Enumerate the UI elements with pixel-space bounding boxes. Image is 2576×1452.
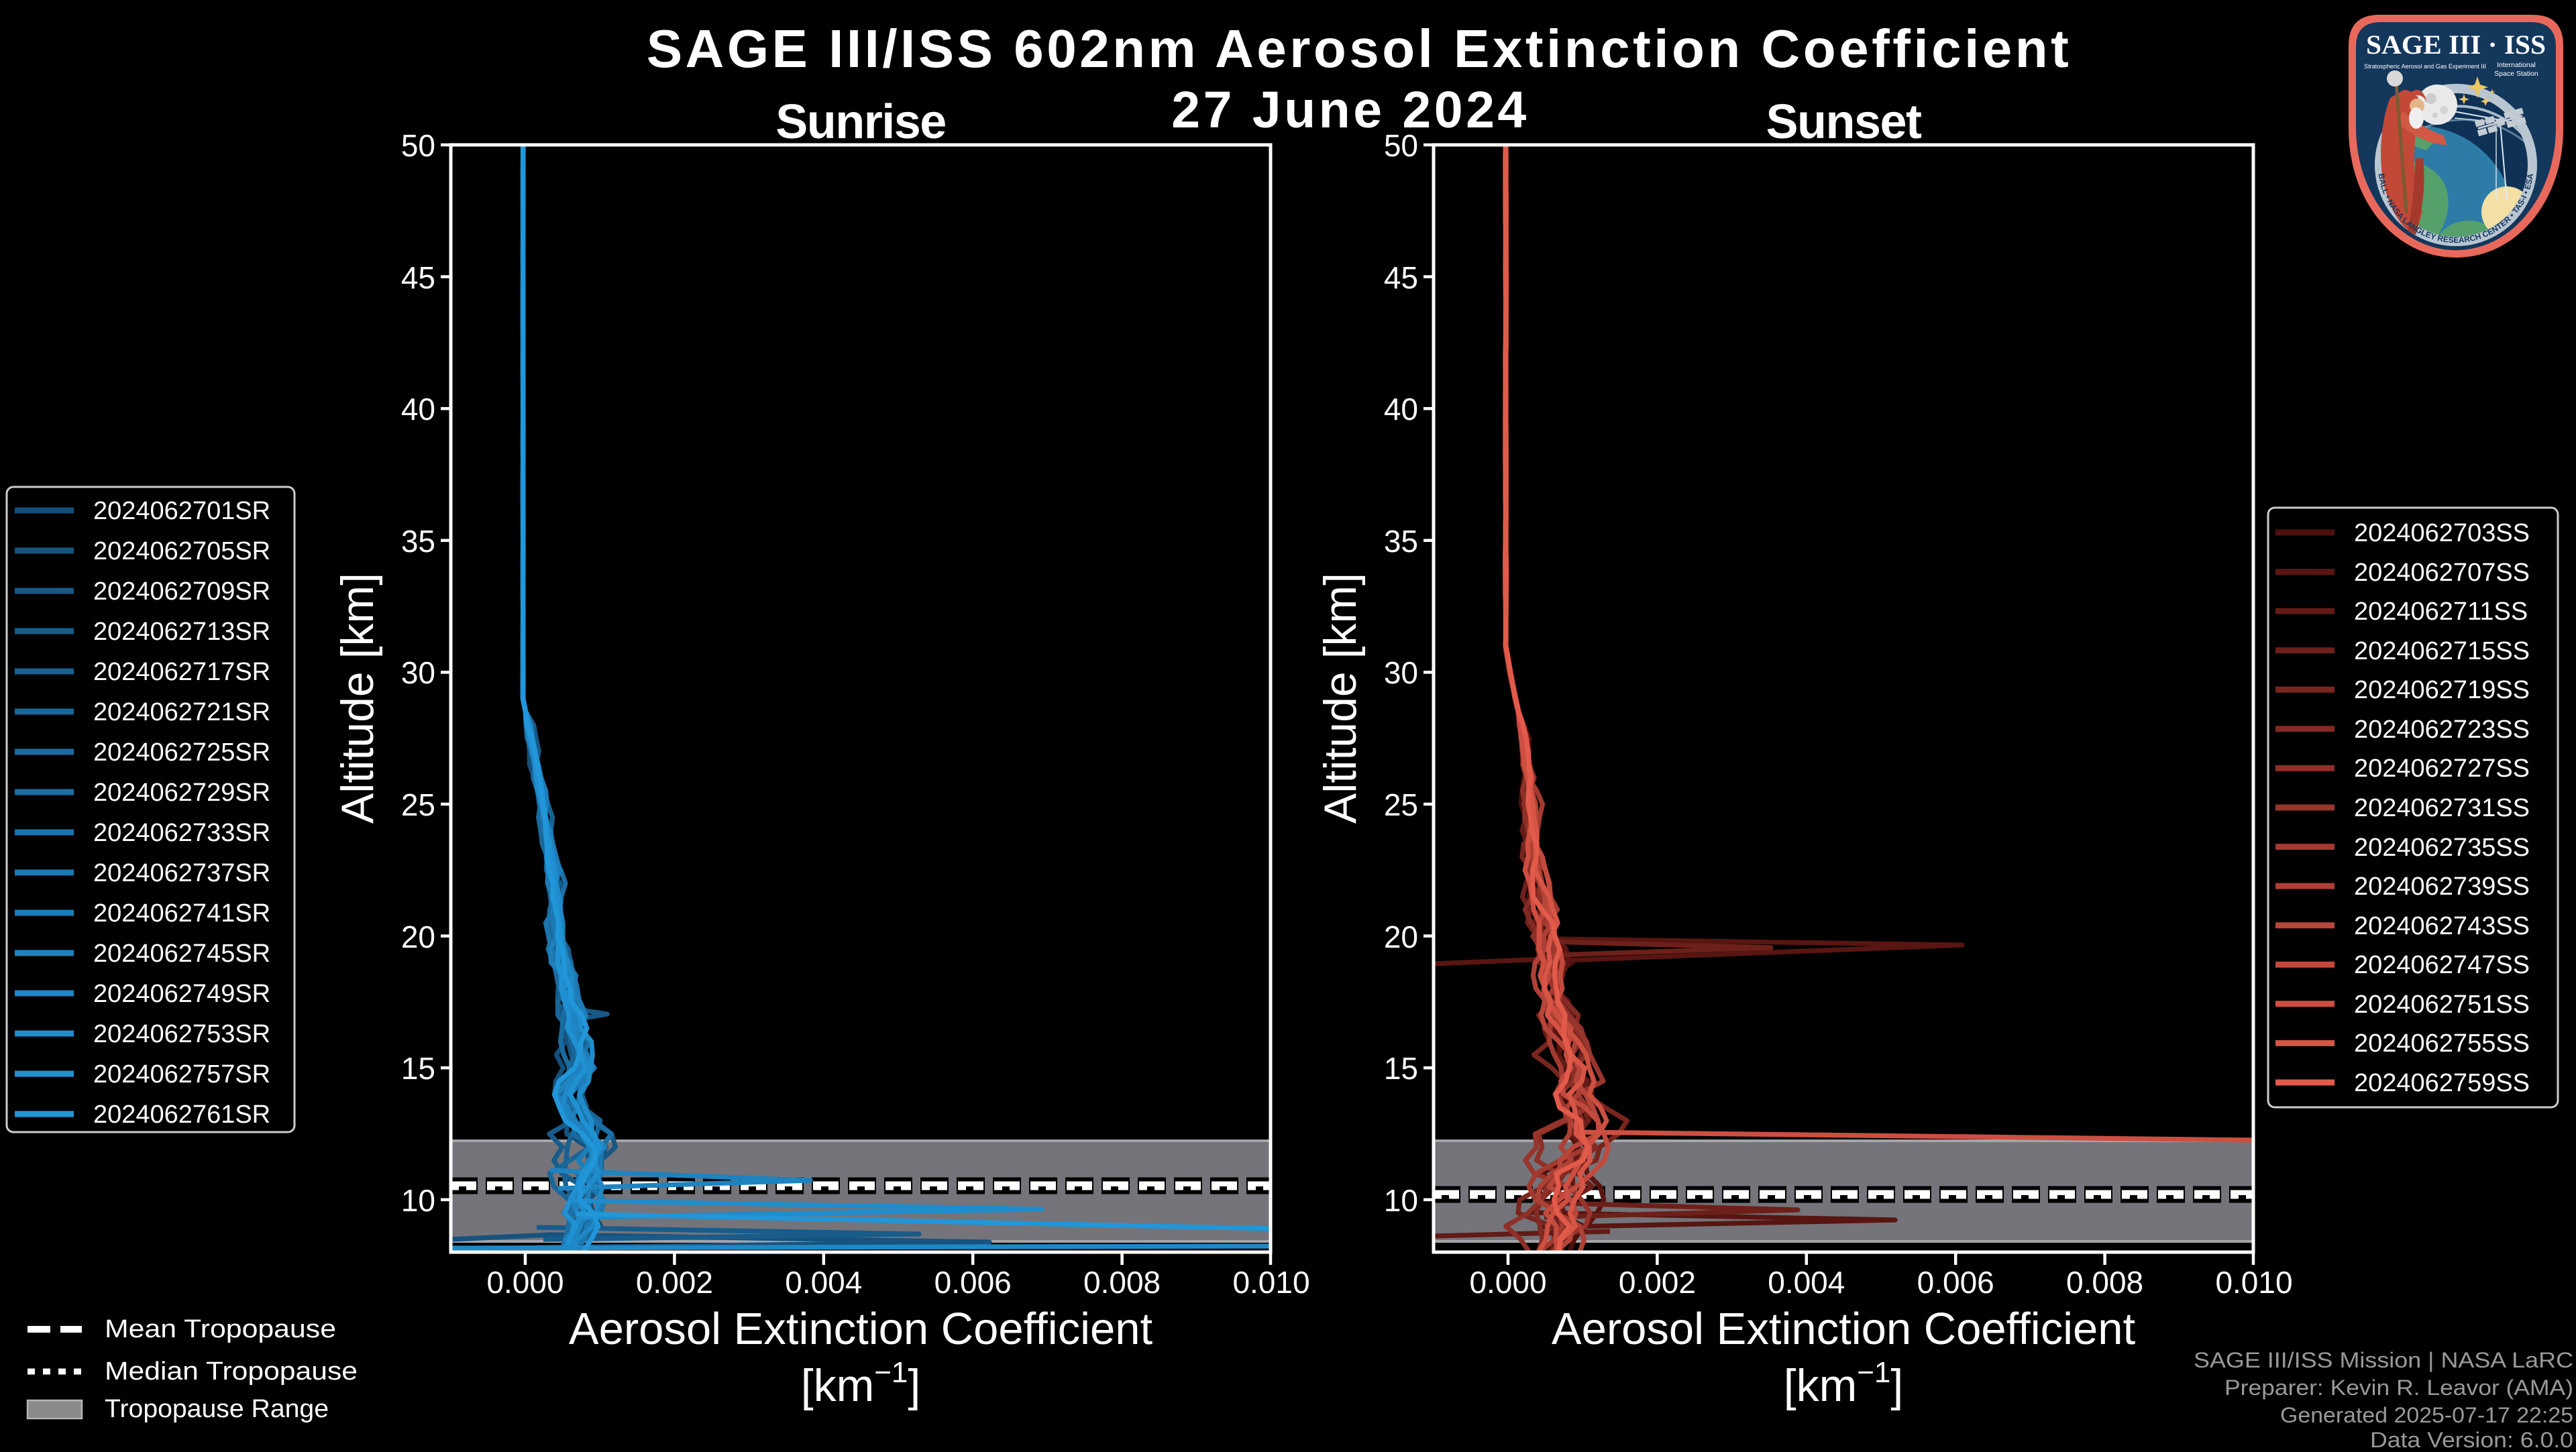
svg-text:2024062715SS: 2024062715SS [2354, 637, 2530, 665]
svg-text:50: 50 [1384, 128, 1418, 163]
svg-text:Altitude [km]: Altitude [km] [332, 573, 383, 824]
svg-text:Data Version: 6.0.0: Data Version: 6.0.0 [2370, 1428, 2573, 1449]
svg-text:International: International [2497, 61, 2536, 69]
svg-text:30: 30 [1384, 655, 1418, 690]
svg-text:2024062751SS: 2024062751SS [2354, 991, 2530, 1019]
svg-text:2024062745SR: 2024062745SR [93, 940, 270, 968]
svg-text:50: 50 [401, 128, 435, 163]
svg-text:2024062737SR: 2024062737SR [93, 859, 270, 887]
svg-text:2024062753SR: 2024062753SR [93, 1020, 270, 1048]
svg-text:40: 40 [401, 392, 435, 427]
svg-text:27 June 2024: 27 June 2024 [1171, 81, 1529, 139]
svg-text:Aerosol Extinction Coefficient: Aerosol Extinction Coefficient [569, 1304, 1153, 1354]
svg-text:0.002: 0.002 [1619, 1265, 1696, 1300]
svg-text:40: 40 [1384, 392, 1418, 427]
svg-text:2024062721SR: 2024062721SR [93, 698, 270, 726]
svg-text:15: 15 [401, 1051, 435, 1086]
svg-text:0.006: 0.006 [1917, 1265, 1994, 1300]
svg-text:0.008: 0.008 [1083, 1265, 1161, 1300]
svg-text:2024062701SR: 2024062701SR [93, 497, 270, 525]
svg-text:Space Station: Space Station [2494, 70, 2538, 78]
svg-text:2024062755SS: 2024062755SS [2354, 1029, 2530, 1058]
svg-text:35: 35 [1384, 524, 1418, 559]
svg-text:2024062707SS: 2024062707SS [2354, 559, 2530, 587]
svg-text:35: 35 [401, 524, 435, 559]
svg-text:2024062741SR: 2024062741SR [93, 899, 270, 928]
svg-text:2024062733SR: 2024062733SR [93, 819, 270, 847]
svg-text:Sunrise: Sunrise [775, 95, 946, 149]
svg-text:Mean Tropopause: Mean Tropopause [105, 1315, 336, 1343]
svg-text:Tropopause Range: Tropopause Range [105, 1395, 329, 1423]
svg-text:2024062705SR: 2024062705SR [93, 537, 270, 565]
svg-text:Preparer: Kevin R. Leavor (AMA: Preparer: Kevin R. Leavor (AMA) [2224, 1376, 2573, 1400]
svg-text:2024062739SS: 2024062739SS [2354, 873, 2530, 901]
svg-text:2024062731SS: 2024062731SS [2354, 794, 2530, 822]
svg-text:2024062709SR: 2024062709SR [93, 577, 270, 606]
svg-text:2024062711SS: 2024062711SS [2354, 598, 2528, 626]
svg-text:2024062743SS: 2024062743SS [2354, 912, 2530, 940]
svg-text:10: 10 [1384, 1183, 1418, 1218]
svg-text:Stratospheric Aerosol and Gas: Stratospheric Aerosol and Gas Experiment… [2364, 63, 2486, 70]
svg-text:20: 20 [1384, 919, 1418, 954]
svg-text:0.004: 0.004 [1768, 1265, 1845, 1300]
svg-text:45: 45 [401, 260, 435, 295]
svg-text:2024062717SR: 2024062717SR [93, 658, 270, 686]
svg-text:2024062727SS: 2024062727SS [2354, 755, 2530, 783]
svg-text:0.010: 0.010 [1232, 1265, 1309, 1300]
svg-text:15: 15 [1384, 1051, 1418, 1086]
svg-text:0.002: 0.002 [636, 1265, 713, 1300]
svg-text:Generated 2025-07-17 22:25: Generated 2025-07-17 22:25 [2280, 1403, 2573, 1427]
svg-text:2024062729SR: 2024062729SR [93, 779, 270, 807]
svg-text:2024062747SS: 2024062747SS [2354, 951, 2530, 979]
svg-text:2024062713SR: 2024062713SR [93, 618, 270, 646]
svg-text:2024062749SR: 2024062749SR [93, 980, 270, 1008]
svg-text:0.010: 0.010 [2215, 1265, 2292, 1300]
svg-text:Aerosol Extinction Coefficient: Aerosol Extinction Coefficient [1552, 1304, 2136, 1354]
svg-text:10: 10 [401, 1183, 435, 1218]
svg-text:SAGE III · ISS: SAGE III · ISS [2366, 30, 2546, 60]
svg-text:2024062723SS: 2024062723SS [2354, 716, 2530, 744]
svg-text:0.006: 0.006 [934, 1265, 1012, 1300]
svg-text:0.000: 0.000 [486, 1265, 564, 1300]
svg-text:2024062761SR: 2024062761SR [93, 1101, 270, 1129]
svg-text:SAGE III/ISS Mission | NASA La: SAGE III/ISS Mission | NASA LaRC [2194, 1348, 2573, 1372]
svg-text:Sunset: Sunset [1766, 95, 1922, 149]
svg-text:25: 25 [401, 787, 435, 822]
svg-text:45: 45 [1384, 260, 1418, 295]
svg-text:30: 30 [401, 655, 435, 690]
svg-text:2024062759SS: 2024062759SS [2354, 1069, 2530, 1097]
svg-text:2024062719SS: 2024062719SS [2354, 676, 2530, 704]
svg-text:20: 20 [401, 919, 435, 954]
svg-text:Median Tropopause: Median Tropopause [105, 1357, 358, 1386]
svg-text:25: 25 [1384, 787, 1418, 822]
svg-text:2024062703SS: 2024062703SS [2354, 519, 2530, 547]
svg-text:0.004: 0.004 [785, 1265, 862, 1300]
svg-text:SAGE III/ISS 602nm Aerosol Ext: SAGE III/ISS 602nm Aerosol Extinction Co… [647, 19, 2072, 78]
svg-text:0.000: 0.000 [1469, 1265, 1546, 1300]
svg-text:2024062757SR: 2024062757SR [93, 1060, 270, 1088]
svg-text:0.008: 0.008 [2066, 1265, 2143, 1300]
svg-text:2024062725SR: 2024062725SR [93, 738, 270, 767]
svg-text:Altitude [km]: Altitude [km] [1315, 573, 1366, 824]
svg-text:2024062735SS: 2024062735SS [2354, 834, 2530, 862]
